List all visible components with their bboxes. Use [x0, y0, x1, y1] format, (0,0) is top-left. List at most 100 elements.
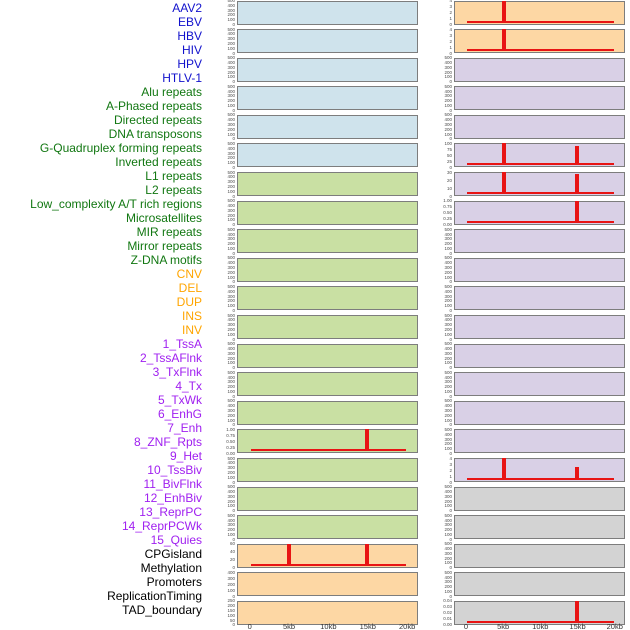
- plot-area: [467, 373, 614, 395]
- y-axis: 500 400 300 200 100 0: [214, 484, 236, 513]
- plot-area: [467, 59, 614, 81]
- y-axis: 500 400 300 200 100 0: [214, 27, 236, 56]
- feature-label: DNA transposons: [108, 127, 202, 141]
- y-axis-tick-label: 0: [449, 593, 452, 599]
- plot-area: [251, 116, 407, 138]
- y-axis: 500 400 300 200 100 0: [431, 513, 453, 542]
- y-axis-tick-label: 200: [444, 269, 452, 275]
- profile-panel: [454, 114, 625, 139]
- y-axis-tick-label: 100: [444, 589, 452, 595]
- profile-baseline: [466, 620, 614, 623]
- y-axis-tick-label: 0: [449, 79, 452, 85]
- y-axis-tick-label: 0: [449, 365, 452, 371]
- profile-baseline: [466, 20, 614, 23]
- y-axis-tick-label: 400: [227, 569, 235, 575]
- y-axis-tick-label: 400: [227, 374, 235, 380]
- plot-area: [467, 230, 614, 252]
- profile-panel: [237, 429, 418, 454]
- y-axis-tick-label: 0: [232, 307, 235, 313]
- y-axis-tick-label: 300: [227, 465, 235, 471]
- feature-label: 14_ReprPCWk: [121, 519, 202, 533]
- feature-label: 7_Enh: [167, 421, 202, 435]
- feature-label: 3_TxFlnk: [152, 365, 202, 379]
- y-axis-tick-label: 400: [227, 2, 235, 8]
- y-axis-tick-label: 100: [444, 360, 452, 366]
- y-axis-tick-label: 30: [446, 169, 452, 175]
- x-axis-tick-label: 5kb: [497, 622, 510, 630]
- y-axis: 500 400 300 200 100 0: [431, 398, 453, 427]
- y-axis-tick-label: 50: [446, 152, 452, 158]
- profile-panel: [454, 57, 625, 82]
- plot-area: [251, 345, 407, 367]
- y-axis-tick-label: 300: [444, 522, 452, 528]
- y-axis-tick-label: 100: [444, 274, 452, 280]
- y-axis-tick-label: 200: [227, 326, 235, 332]
- y-axis-tick-label: 500: [227, 484, 235, 490]
- y-axis-tick-label: 60: [229, 541, 235, 547]
- y-axis-tick-label: 200: [227, 40, 235, 46]
- profile-panel: [454, 600, 625, 625]
- y-axis-tick-label: 100: [444, 74, 452, 80]
- y-axis-tick-label: 3: [449, 4, 452, 9]
- y-axis-tick-label: 500: [444, 112, 452, 118]
- plot-area: [251, 2, 407, 24]
- feature-label: 9_Het: [169, 449, 202, 463]
- y-axis-tick-label: 100: [444, 331, 452, 337]
- y-axis: 500 400 300 200 100 0: [431, 313, 453, 342]
- profile-panel: [454, 229, 625, 254]
- enrichment-spike: [575, 467, 580, 481]
- plot-area: [250, 429, 407, 452]
- y-axis-tick-label: 40: [229, 549, 235, 555]
- feature-label: CNV: [176, 267, 202, 281]
- y-axis-tick-label: 4: [449, 26, 452, 32]
- profile-panel: [237, 343, 418, 368]
- y-axis-tick-label: 400: [227, 460, 235, 466]
- y-axis-tick-label: 0.00: [443, 622, 452, 628]
- feature-label: 2_TssAFlnk: [139, 351, 202, 365]
- y-axis-tick-label: 100: [444, 303, 452, 309]
- profile-panel: [237, 372, 418, 397]
- profile-panel: [237, 286, 418, 311]
- feature-label: CPGisland: [144, 547, 202, 561]
- y-axis-tick-label: 400: [227, 174, 235, 180]
- y-axis-tick-label: 500: [227, 112, 235, 118]
- profile-panel: [454, 200, 625, 225]
- y-axis-tick-label: 500: [444, 569, 452, 575]
- y-axis: 500 400 300 200 100 0: [214, 55, 236, 84]
- y-axis-tick-label: 0: [449, 250, 452, 256]
- x-axis-tick-label: 0: [463, 622, 469, 630]
- y-axis: 500 400 300 200 100 0: [431, 427, 453, 456]
- enrichment-spike: [501, 458, 506, 481]
- profile-panel: [454, 86, 625, 111]
- plot-area: [251, 602, 407, 624]
- profile-baseline: [466, 220, 614, 223]
- feature-label: DUP: [176, 295, 202, 309]
- plot-area: [467, 287, 614, 309]
- profile-panel: [237, 257, 418, 282]
- y-axis-tick-label: 0.03: [443, 604, 452, 610]
- feature-label: AAV2: [172, 1, 202, 15]
- feature-label: Mirror repeats: [127, 239, 202, 253]
- y-axis-tick-label: 300: [227, 575, 235, 581]
- y-axis-tick-label: 200: [227, 183, 235, 189]
- y-axis-tick-label: 0: [232, 193, 235, 199]
- plot-area: [251, 144, 407, 166]
- feature-label: 13_ReprPC: [139, 505, 202, 519]
- profile-panel: [237, 172, 418, 197]
- feature-label: Alu repeats: [141, 85, 202, 99]
- y-axis-tick-label: 100: [227, 503, 235, 509]
- y-axis-tick-label: 300: [227, 379, 235, 385]
- plot-area: [251, 202, 407, 224]
- y-axis-tick-label: 400: [227, 260, 235, 266]
- y-axis-tick-label: 10: [446, 185, 452, 191]
- y-axis-tick-label: 500: [227, 283, 235, 289]
- y-axis-tick-label: 200: [444, 384, 452, 390]
- y-axis-tick-label: 500: [227, 455, 235, 461]
- y-axis-tick-label: 0.75: [443, 204, 452, 210]
- y-axis-tick-label: 1: [449, 473, 452, 479]
- y-axis: 500 400 300 200 100 0: [214, 84, 236, 113]
- profile-panel: [237, 29, 418, 54]
- y-axis-tick-label: 200: [227, 412, 235, 418]
- y-axis-tick-label: 2: [449, 10, 452, 15]
